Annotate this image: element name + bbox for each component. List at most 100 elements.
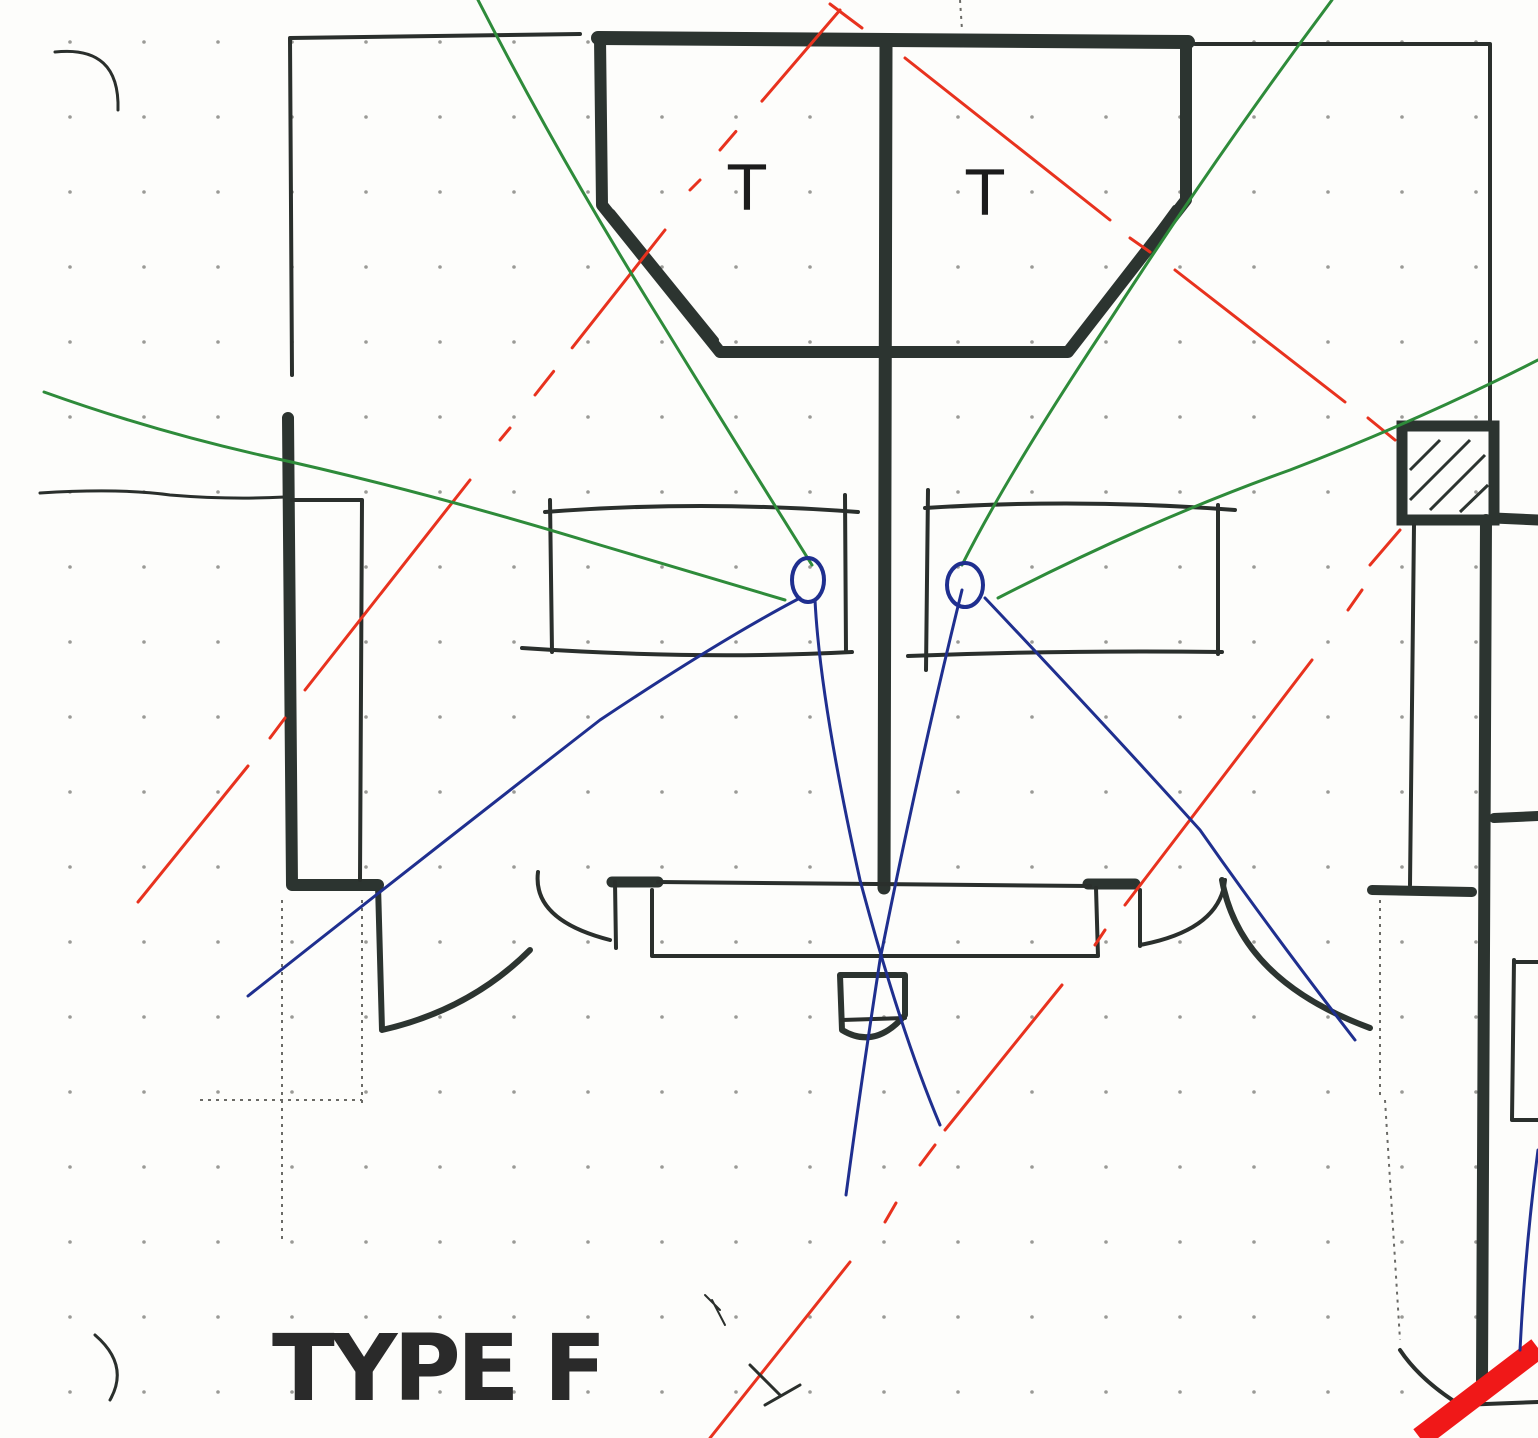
grid-dot (1104, 715, 1108, 719)
grid-dot (660, 640, 664, 644)
pedestal (837, 972, 908, 1041)
grid-dot (142, 1240, 146, 1244)
grid-dot (142, 640, 146, 644)
blue-sightlines (246, 588, 1538, 1352)
grid-dot (1400, 790, 1404, 794)
grid-dot (512, 1015, 516, 1019)
grid-dot (586, 265, 590, 269)
grid-dot (216, 1165, 220, 1169)
grid-dot (1030, 490, 1034, 494)
grid-dot (68, 40, 72, 44)
grid-dot (1252, 490, 1256, 494)
grid-dot (438, 565, 442, 569)
grid-dot (586, 340, 590, 344)
grid-dot (68, 565, 72, 569)
grid-dot (1326, 865, 1330, 869)
grid-dot (660, 1165, 664, 1169)
column-hatched (1396, 420, 1500, 526)
grid-dot (1326, 940, 1330, 944)
grid-dot (1326, 490, 1330, 494)
grid-dot (734, 865, 738, 869)
grid-dot (216, 1015, 220, 1019)
grid-dot (808, 265, 812, 269)
sheet-title: TYPE F (272, 1315, 603, 1422)
grid-dot (68, 1015, 72, 1019)
green-sightlines (42, 0, 1538, 602)
grid-dot (1326, 340, 1330, 344)
grid-dot (660, 1240, 664, 1244)
grid-dot (956, 1315, 960, 1319)
grid-dot (216, 565, 220, 569)
grid-dot (808, 490, 812, 494)
grid-dot (364, 265, 368, 269)
grid-dot (1030, 265, 1034, 269)
grid-dot (734, 490, 738, 494)
grid-dot (142, 415, 146, 419)
grid-dot (660, 1315, 664, 1319)
grid-dot (142, 565, 146, 569)
grid-dot (290, 1315, 294, 1319)
grid-dot (1326, 640, 1330, 644)
front-counter (606, 876, 1142, 958)
grid-dot (808, 115, 812, 119)
grid-dot (1474, 1090, 1478, 1094)
grid-dot (216, 640, 220, 644)
grid-dot (290, 940, 294, 944)
grid-dot (1030, 565, 1034, 569)
grid-dot (1178, 415, 1182, 419)
grid-dot (216, 115, 220, 119)
grid-dot (1104, 565, 1108, 569)
grid-dot (882, 1090, 886, 1094)
grid-dot (438, 1090, 442, 1094)
grid-dot (290, 1390, 294, 1394)
grid-dot (1252, 115, 1256, 119)
grid-dot (68, 1390, 72, 1394)
grid-dot (882, 1240, 886, 1244)
grid-dot (68, 115, 72, 119)
grid-dot (1104, 490, 1108, 494)
grid-dot (438, 115, 442, 119)
grid-dot (1104, 1390, 1108, 1394)
grid-dot (68, 1315, 72, 1319)
grid-dot (1030, 1390, 1034, 1394)
grid-dot (1400, 1390, 1404, 1394)
grid-dot (512, 115, 516, 119)
grid-dot (1400, 640, 1404, 644)
grid-dot (808, 1390, 812, 1394)
grid-dot (734, 1165, 738, 1169)
grid-dot (1326, 715, 1330, 719)
grid-dot (808, 415, 812, 419)
grid-dot (1252, 265, 1256, 269)
grid-dot (142, 265, 146, 269)
grid-dot (1178, 715, 1182, 719)
viewer-circle-left (790, 556, 826, 604)
grid-dot (956, 190, 960, 194)
grid-dot (216, 265, 220, 269)
grid-dot (734, 715, 738, 719)
grid-dot (808, 715, 812, 719)
grid-dot (1178, 1240, 1182, 1244)
grid-dot (1104, 1165, 1108, 1169)
table-label-right: T (965, 157, 1005, 230)
grid-dot (1030, 640, 1034, 644)
grid-dot (68, 865, 72, 869)
grid-dot (68, 715, 72, 719)
grid-dot (1326, 1090, 1330, 1094)
grid-dot (734, 115, 738, 119)
grid-dot (68, 1090, 72, 1094)
grid-dot (364, 1090, 368, 1094)
grid-dot (1326, 1015, 1330, 1019)
grid-dot (142, 940, 146, 944)
grid-dot (586, 1015, 590, 1019)
grid-dot (142, 190, 146, 194)
dot-grid (68, 40, 1478, 1394)
grid-dot (1178, 865, 1182, 869)
grid-dot (1400, 1090, 1404, 1094)
grid-dot (290, 1165, 294, 1169)
grid-dot (142, 790, 146, 794)
grid-dot (1400, 115, 1404, 119)
grid-dot (438, 865, 442, 869)
grid-dot (216, 1240, 220, 1244)
grid-dot (1474, 1015, 1478, 1019)
grid-dot (660, 940, 664, 944)
